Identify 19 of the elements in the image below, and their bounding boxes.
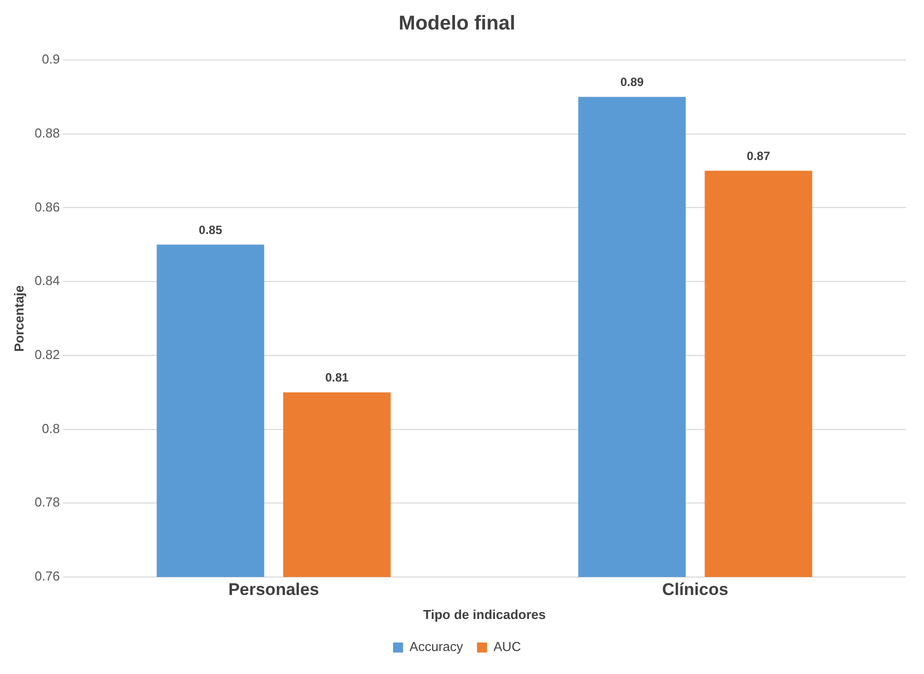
y-tick-label: 0.76	[34, 568, 60, 584]
legend-label: AUC	[494, 639, 521, 654]
x-tick-label: Personales	[228, 580, 320, 599]
data-label: 0.87	[746, 149, 770, 164]
y-tick-label: 0.82	[34, 347, 60, 362]
data-label: 0.89	[620, 75, 644, 90]
chart-title: Modelo final	[398, 12, 516, 35]
y-tick-label: 0.86	[34, 199, 60, 214]
y-tick-label: 0.84	[34, 273, 60, 288]
y-tick-label: 0.78	[34, 494, 60, 510]
data-label: 0.81	[325, 370, 349, 385]
y-tick-label: 0.9	[42, 52, 60, 67]
data-label: 0.85	[198, 222, 222, 237]
y-tick-label: 0.8	[42, 420, 60, 436]
y-axis-title: Porcentaje	[11, 285, 26, 352]
legend-label: Accuracy	[410, 639, 464, 654]
x-tick-label: Clínicos	[662, 580, 728, 599]
x-axis-title: Tipo de indicadores	[423, 606, 546, 622]
y-tick-label: 0.88	[34, 125, 60, 140]
